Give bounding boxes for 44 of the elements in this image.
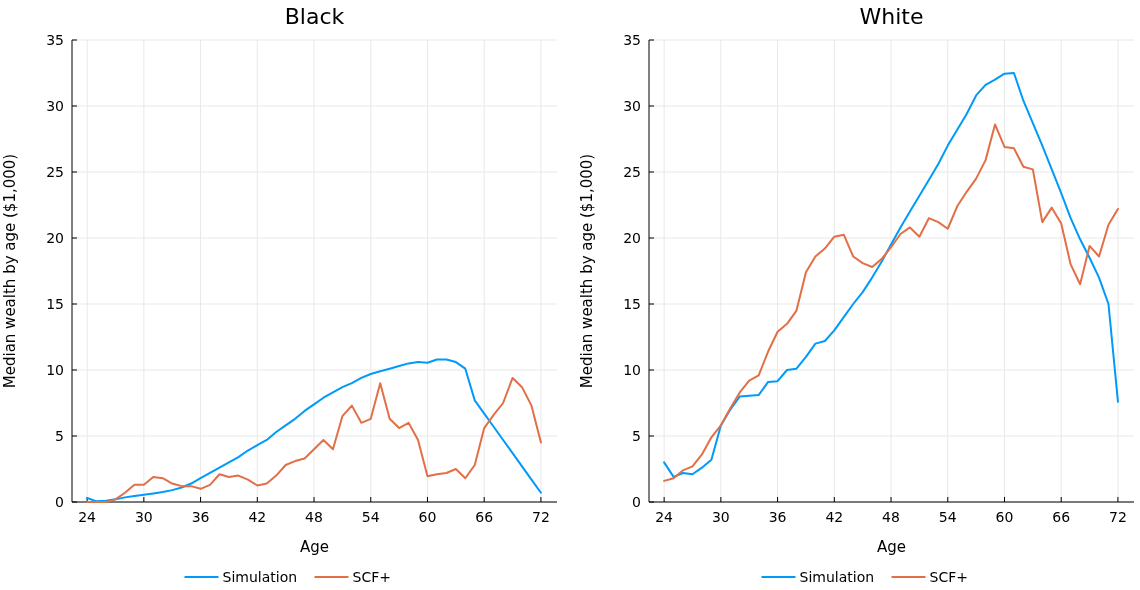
legend-label: SCF+ [352,569,391,585]
y-tick-label: 5 [632,428,641,444]
x-axis-title: Age [299,538,330,556]
x-tick-label: 42 [825,509,844,525]
x-tick-label: 60 [418,509,437,525]
chart-title: White [859,4,924,29]
y-tick-label: 0 [632,494,641,510]
y-tick-label: 25 [623,164,641,180]
x-tick-label: 36 [768,509,787,525]
y-axis-title: Median wealth by age ($1,000) [578,153,596,389]
y-tick-label: 10 [46,362,64,378]
legend-label: Simulation [222,569,298,585]
y-tick-label: 15 [46,296,64,312]
x-tick-label: 30 [134,509,153,525]
x-tick-label: 72 [532,509,550,525]
x-tick-label: 66 [1052,509,1071,525]
x-tick-label: 36 [191,509,210,525]
y-tick-label: 30 [623,98,641,114]
y-tick-label: 20 [46,230,64,246]
legend-label: SCF+ [929,569,968,585]
x-tick-label: 60 [995,509,1014,525]
x-tick-label: 24 [78,509,97,525]
x-tick-label: 42 [248,509,267,525]
y-tick-label: 35 [623,32,641,48]
x-tick-label: 66 [475,509,494,525]
y-axis-title: Median wealth by age ($1,000) [1,153,19,389]
y-tick-label: 25 [46,164,64,180]
x-tick-label: 24 [655,509,674,525]
y-tick-label: 35 [46,32,64,48]
x-tick-label: 54 [361,509,380,525]
x-tick-label: 48 [305,509,323,525]
y-tick-label: 30 [46,98,64,114]
y-tick-label: 15 [623,296,641,312]
x-tick-label: 72 [1109,509,1127,525]
x-tick-label: 30 [711,509,730,525]
x-tick-label: 48 [882,509,900,525]
x-axis-title: Age [876,538,907,556]
y-tick-label: 10 [623,362,641,378]
y-tick-label: 0 [55,494,64,510]
chart-title: Black [284,4,345,29]
legend-label: Simulation [799,569,875,585]
y-tick-label: 5 [55,428,64,444]
y-tick-label: 20 [623,230,641,246]
x-tick-label: 54 [938,509,957,525]
